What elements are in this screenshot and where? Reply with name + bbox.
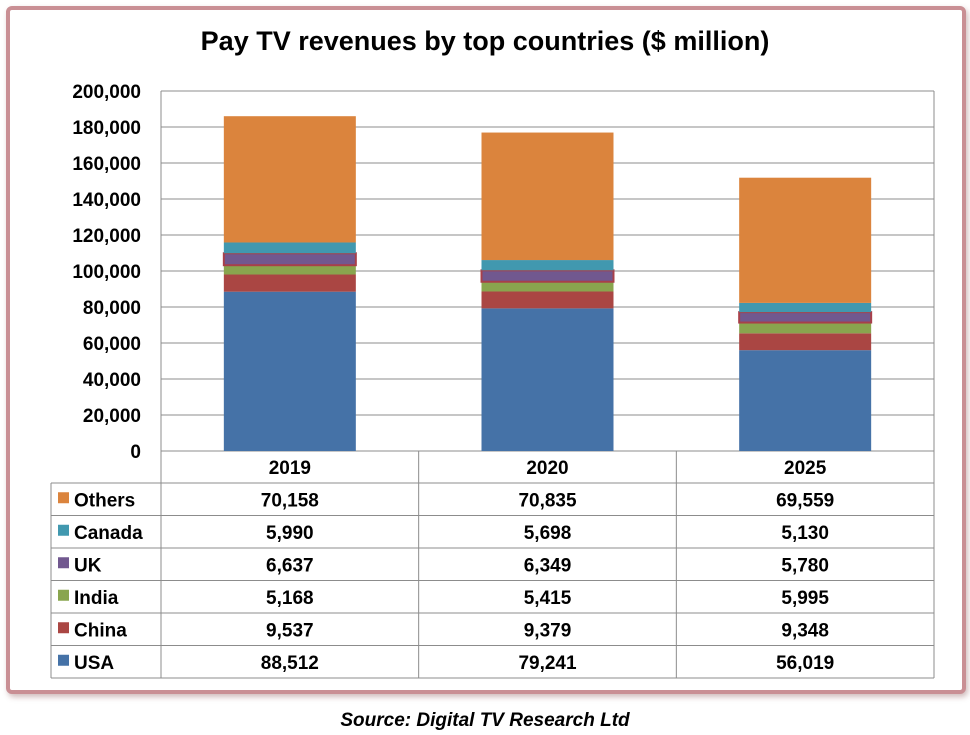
bar-segment (739, 177, 872, 303)
bar-segment (739, 333, 872, 351)
y-tick-label: 120,000 (72, 226, 141, 247)
table-cell-value: 9,348 (781, 620, 829, 641)
y-tick-label: 60,000 (83, 334, 141, 355)
x-tick-label: 2020 (526, 458, 568, 479)
legend-label: China (74, 620, 127, 641)
bar-segment (223, 291, 356, 451)
y-tick-label: 160,000 (72, 154, 141, 175)
y-tick-label: 80,000 (83, 298, 141, 319)
bar-segment (480, 269, 615, 283)
bar-segment (739, 350, 872, 451)
bar-segment (481, 308, 614, 451)
table-cell-value: 5,698 (524, 523, 572, 544)
table-cell-value: 56,019 (776, 653, 834, 674)
x-tick-label: 2019 (269, 458, 311, 479)
table-cell-value: 79,241 (518, 653, 577, 674)
y-tick-label: 140,000 (72, 190, 141, 211)
table-cell-value: 6,637 (266, 555, 314, 576)
bar-segment (223, 274, 356, 292)
table-cell-value: 69,559 (776, 490, 834, 511)
table-cell-value: 70,158 (261, 490, 319, 511)
y-tick-label: 200,000 (72, 82, 141, 103)
y-tick-label: 180,000 (72, 118, 141, 139)
y-tick-label: 100,000 (72, 262, 141, 283)
table-cell-value: 70,835 (518, 490, 577, 511)
table-cell-value: 5,995 (781, 588, 829, 609)
bar-segment (481, 260, 614, 271)
legend-swatch (58, 654, 69, 666)
table-cell-value: 5,415 (524, 588, 572, 609)
x-tick-label: 2025 (784, 458, 827, 479)
bar-segment (481, 281, 614, 292)
legend-swatch (58, 524, 69, 536)
legend-swatch (58, 622, 69, 634)
source-note: Source: Digital TV Research Ltd (340, 710, 630, 731)
table-cell-value: 9,379 (524, 620, 572, 641)
bar-segment (481, 291, 614, 309)
bar-segment (739, 322, 872, 334)
bar-segment (739, 302, 872, 313)
legend-label: India (74, 588, 119, 609)
table-cell-value: 88,512 (261, 653, 319, 674)
table-cell-value: 5,130 (781, 523, 829, 544)
table-cell-value: 5,990 (266, 523, 314, 544)
bar-segment (481, 132, 614, 261)
bar-segment (738, 311, 873, 324)
table-cell-value: 5,168 (266, 588, 314, 609)
legend-swatch (58, 557, 69, 569)
table-cell-value: 9,537 (266, 620, 314, 641)
chart-title: Pay TV revenues by top countries ($ mill… (200, 26, 770, 56)
bar-segment (222, 252, 357, 267)
legend-label: UK (74, 555, 102, 576)
legend-swatch (58, 589, 69, 601)
bar-segment (223, 265, 356, 275)
legend-label: Canada (74, 523, 143, 544)
legend-label: Others (74, 490, 135, 511)
legend-swatch (58, 492, 69, 504)
y-tick-label: 20,000 (83, 406, 141, 427)
bar-segment (223, 242, 356, 254)
table-cell-value: 6,349 (524, 555, 572, 576)
table-cell-value: 5,780 (781, 555, 829, 576)
legend-label: USA (74, 653, 114, 674)
y-tick-label: 40,000 (83, 370, 141, 391)
y-tick-label: 0 (130, 442, 141, 463)
bar-segment (223, 116, 356, 243)
